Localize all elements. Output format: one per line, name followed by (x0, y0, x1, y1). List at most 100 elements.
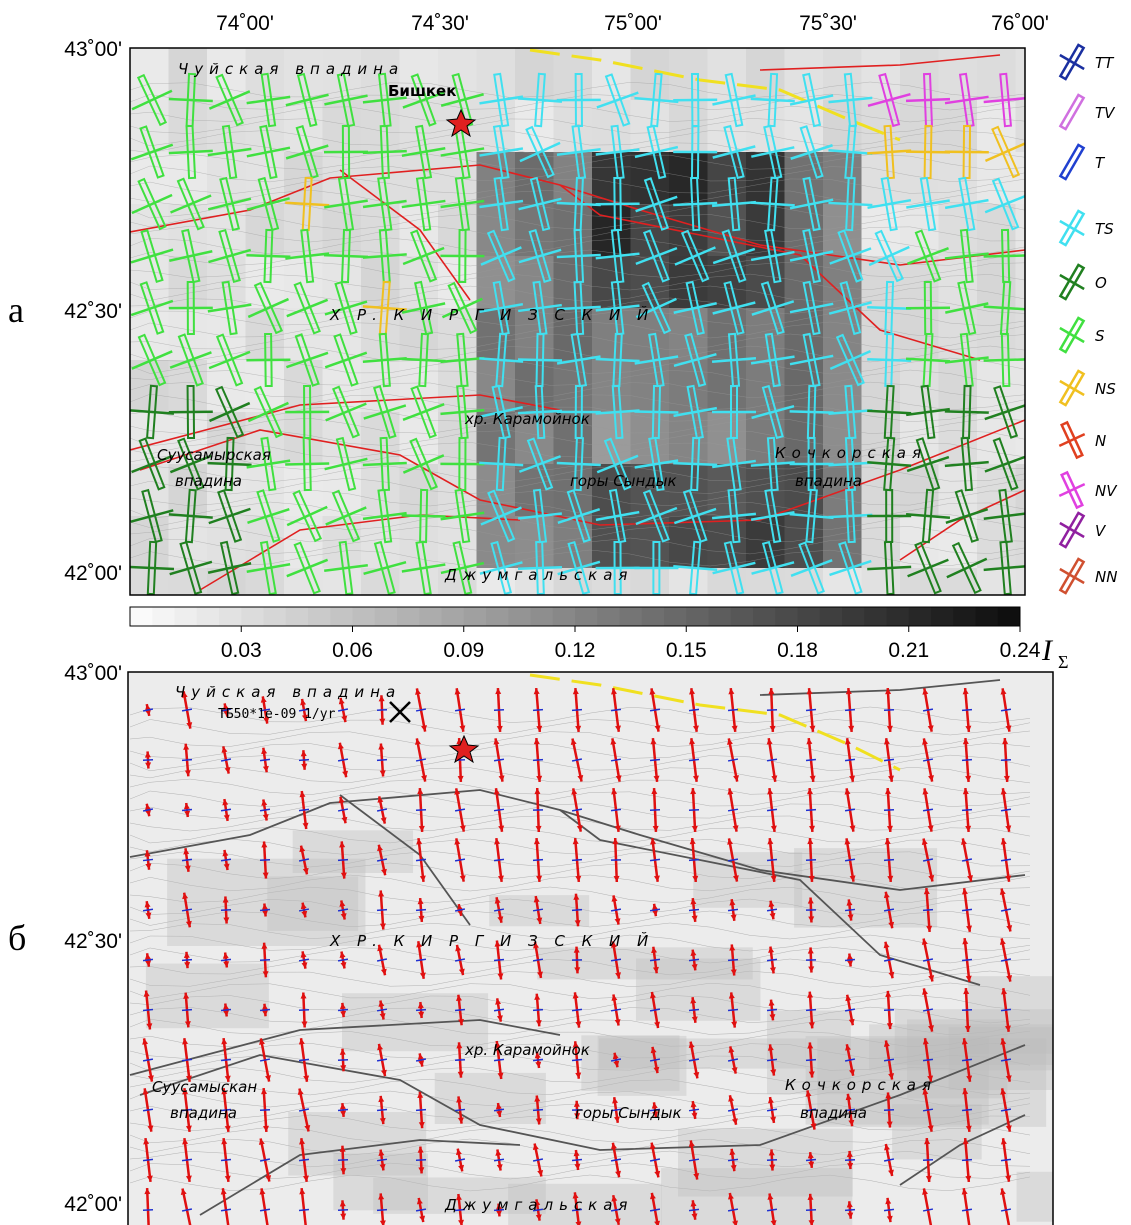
intensity-cell (707, 464, 747, 517)
strain-symbol (883, 1143, 895, 1177)
colorbar-step (352, 607, 376, 626)
strain-symbol (844, 953, 856, 967)
strain-axis (376, 1158, 388, 1162)
strain-symbol (1000, 988, 1012, 1032)
strain-axis (961, 1158, 973, 1162)
strain-head (689, 838, 699, 882)
strain-axis (298, 808, 310, 812)
stress-axis (750, 201, 795, 207)
strain-axis (922, 858, 934, 862)
stress-axis (595, 409, 640, 415)
stress-symbol (325, 385, 367, 439)
stress-symbol (401, 124, 446, 180)
stress-axis (673, 565, 718, 571)
strain-head (727, 738, 739, 782)
strain-head (142, 1088, 154, 1132)
colorbar-step (753, 607, 776, 626)
strain-symbol (493, 738, 505, 782)
strain-symbol (922, 1038, 934, 1082)
legend-item (1058, 420, 1086, 460)
stress-axis (517, 409, 563, 415)
strain-axis (298, 958, 310, 962)
stress-axis (983, 358, 1025, 362)
strain-axis (454, 908, 466, 912)
strain-axis (610, 808, 622, 812)
intensity-cell (1015, 308, 1025, 361)
strain-symbol (181, 743, 193, 777)
stress-symbol (790, 125, 833, 179)
strain-axis (961, 1108, 973, 1112)
intensity-cell (322, 360, 362, 413)
strain-axis (415, 1058, 427, 1062)
stress-axis (518, 197, 562, 211)
strain-symbol (805, 1152, 817, 1168)
stress-symbol (750, 72, 795, 128)
strain-symbol (337, 1102, 349, 1118)
strain-head (378, 695, 386, 725)
stress-axis (441, 297, 483, 319)
strain-symbol (649, 1192, 661, 1225)
place-label: Х Р. К И Р Г И З С К И Й (329, 305, 654, 324)
relief (894, 1009, 1053, 1065)
stress-axis (207, 303, 252, 313)
strain-symbol (961, 888, 973, 932)
strain-axis (415, 858, 427, 862)
strain-head (806, 688, 816, 732)
stress-symbol (712, 436, 756, 492)
strain-symbol (649, 1142, 661, 1178)
legend-item (1058, 93, 1086, 131)
strain-symbol (181, 1038, 193, 1082)
strain-symbol (298, 951, 310, 969)
strain-symbol (688, 1041, 700, 1079)
stress-axis (556, 253, 601, 259)
strain-head (221, 1038, 231, 1082)
stress-symbol (402, 229, 445, 283)
stress-symbol (944, 176, 989, 232)
stress-symbol (479, 72, 524, 128)
stress-axis (130, 248, 174, 264)
fault-line (559, 809, 981, 986)
strain-axis (259, 958, 271, 962)
stress-axis (595, 252, 640, 260)
strain-axis (376, 808, 388, 812)
relief (597, 1035, 687, 1096)
stress-axis (401, 514, 446, 518)
strain-symbol (298, 750, 310, 770)
strain-axis (532, 708, 544, 712)
stress-symbol (324, 333, 368, 387)
intensity-cell (592, 360, 631, 413)
stress-symbol (440, 540, 485, 595)
stress-axis (518, 303, 562, 313)
colorbar-tick-label: 0.21 (888, 639, 929, 662)
strain-axis (259, 1208, 271, 1212)
colorbar-step (842, 607, 865, 626)
strain-symbol (844, 899, 856, 921)
intensity-cell (515, 48, 554, 101)
strain-axis (844, 708, 856, 712)
strain-axis (298, 758, 310, 762)
colorbar-step (508, 607, 531, 626)
strain-symbol (337, 951, 349, 969)
strain-symbol (181, 1088, 193, 1132)
strain-axis (688, 808, 700, 812)
strain-symbol (298, 1138, 310, 1182)
contour (130, 333, 1025, 351)
strain-symbol (727, 788, 739, 832)
intensity-cell (438, 204, 477, 257)
stress-axis (402, 403, 445, 421)
stress-symbol (751, 281, 795, 335)
strain-head (532, 1143, 544, 1177)
strain-head (495, 1149, 503, 1171)
strain-axis (805, 708, 817, 712)
stress-symbol (401, 280, 446, 336)
strain-axis (337, 1008, 349, 1012)
place-label: хр. Карамойнок (464, 410, 590, 428)
stress-axis (246, 95, 291, 105)
stress-symbol (208, 228, 252, 284)
strain-symbol (922, 1088, 934, 1132)
stress-symbol (829, 229, 872, 283)
stress-symbol (362, 124, 407, 180)
strain-head (494, 838, 504, 882)
strain-head (1002, 738, 1010, 782)
strain-head (650, 1046, 660, 1074)
